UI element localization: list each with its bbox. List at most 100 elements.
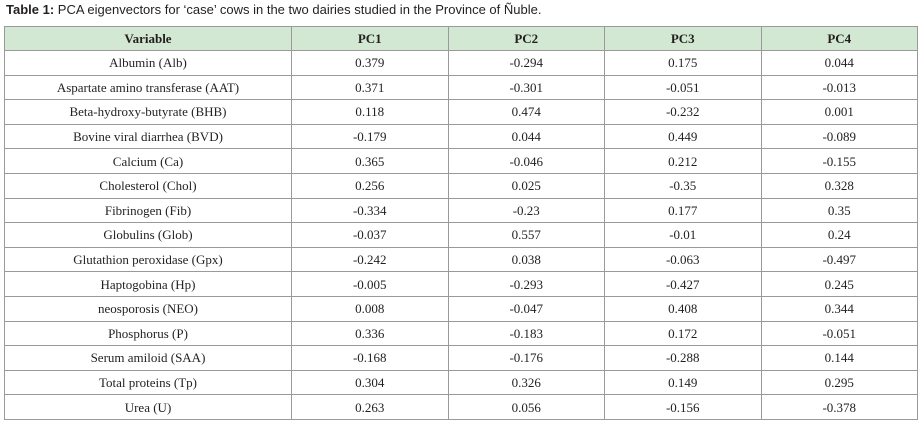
cell-pc2: 0.025 (447, 172, 605, 199)
cell-pc1: -0.037 (291, 222, 449, 248)
cell-pc1: -0.334 (291, 197, 449, 224)
cell-variable: Bovine viral diarrhea (BVD) (4, 123, 292, 150)
cell-pc4: -0.497 (760, 246, 918, 273)
table-row: Phosphorus (P) 0.336 -0.183 0.172 -0.051 (4, 320, 918, 347)
table-row: Calcium (Ca) 0.365 -0.046 0.212 -0.155 (4, 148, 918, 174)
column-header-pc3: PC3 (604, 26, 762, 51)
cell-variable: Total proteins (Tp) (4, 369, 292, 396)
cell-pc1: 0.118 (291, 99, 449, 125)
cell-variable: Phosphorus (P) (4, 320, 292, 347)
header-row: Variable PC1 PC2 PC3 PC4 (4, 26, 918, 51)
table-body: Albumin (Alb) 0.379 -0.294 0.175 0.044 Aspart… (4, 50, 918, 420)
column-header-pc2: PC2 (447, 26, 605, 51)
cell-variable: Urea (U) (4, 394, 292, 420)
cell-pc3: 0.212 (604, 148, 762, 174)
cell-pc1: 0.365 (291, 148, 449, 174)
cell-variable: Calcium (Ca) (4, 148, 292, 174)
table-row: neosporosis (NEO) 0.008 -0.047 0.408 0.344 (4, 295, 918, 322)
cell-pc4: 0.245 (760, 271, 918, 297)
cell-pc4: 0.044 (760, 50, 918, 76)
column-header-variable: Variable (4, 26, 292, 51)
cell-variable: neosporosis (NEO) (4, 295, 292, 322)
cell-pc4: 0.144 (760, 345, 918, 371)
cell-pc3: -0.051 (604, 74, 762, 101)
cell-variable: Fibrinogen (Fib) (4, 197, 292, 224)
cell-pc2: 0.557 (447, 222, 605, 248)
cell-pc4: -0.051 (760, 320, 918, 347)
cell-variable: Globulins (Glob) (4, 222, 292, 248)
table-row: Aspartate amino transferase (AAT) 0.371 -0… (4, 74, 918, 101)
cell-pc3: 0.149 (604, 369, 762, 396)
cell-pc2: 0.326 (447, 369, 605, 396)
cell-pc2: 0.056 (447, 394, 605, 420)
table-row: Total proteins (Tp) 0.304 0.326 0.149 0.295 (4, 369, 918, 396)
cell-pc3: -0.232 (604, 99, 762, 125)
cell-pc2: -0.046 (447, 148, 605, 174)
cell-pc2: 0.038 (447, 246, 605, 273)
cell-variable: Cholesterol (Chol) (4, 172, 292, 199)
cell-pc4: -0.155 (760, 148, 918, 174)
cell-variable: Haptogobina (Hp) (4, 271, 292, 297)
cell-pc3: 0.175 (604, 50, 762, 76)
table-row: Bovine viral diarrhea (BVD) -0.179 0.044 0.… (4, 123, 918, 150)
cell-pc4: -0.378 (760, 394, 918, 420)
pca-eigenvector-table: Variable PC1 PC2 PC3 PC4 Albumin (Alb) 0.… (4, 26, 918, 420)
cell-pc3: -0.01 (604, 222, 762, 248)
cell-pc2: -0.176 (447, 345, 605, 371)
cell-pc4: -0.089 (760, 123, 918, 150)
cell-pc2: -0.301 (447, 74, 605, 101)
cell-pc4: 0.344 (760, 295, 918, 322)
cell-pc1: -0.168 (291, 345, 449, 371)
cell-pc3: -0.35 (604, 172, 762, 199)
cell-pc1: 0.008 (291, 295, 449, 322)
cell-pc4: 0.24 (760, 222, 918, 248)
table-row: Glutathion peroxidase (Gpx) -0.242 0.038 -0… (4, 246, 918, 273)
cell-pc1: 0.304 (291, 369, 449, 396)
cell-pc1: 0.371 (291, 74, 449, 101)
cell-variable: Albumin (Alb) (4, 50, 292, 76)
table-row: Albumin (Alb) 0.379 -0.294 0.175 0.044 (4, 50, 918, 76)
table-row: Fibrinogen (Fib) -0.334 -0.23 0.177 0.35 (4, 197, 918, 224)
cell-pc3: -0.427 (604, 271, 762, 297)
cell-pc4: 0.328 (760, 172, 918, 199)
table-row: Haptogobina (Hp) -0.005 -0.293 -0.427 0.245 (4, 271, 918, 297)
cell-pc4: 0.001 (760, 99, 918, 125)
cell-pc2: -0.23 (447, 197, 605, 224)
cell-pc1: 0.336 (291, 320, 449, 347)
cell-pc2: -0.047 (447, 295, 605, 322)
cell-pc1: -0.242 (291, 246, 449, 273)
cell-pc3: 0.172 (604, 320, 762, 347)
table-row: Beta-hydroxy-butyrate (BHB) 0.118 0.474 -0.… (4, 99, 918, 125)
cell-variable: Glutathion peroxidase (Gpx) (4, 246, 292, 273)
table-row: Cholesterol (Chol) 0.256 0.025 -0.35 0.328 (4, 172, 918, 199)
cell-pc2: 0.044 (447, 123, 605, 150)
caption-label: Table 1: (6, 2, 55, 17)
cell-pc4: 0.295 (760, 369, 918, 396)
cell-pc3: 0.449 (604, 123, 762, 150)
cell-pc2: -0.293 (447, 271, 605, 297)
cell-variable: Serum amiloid (SAA) (4, 345, 292, 371)
cell-pc3: 0.408 (604, 295, 762, 322)
column-header-pc4: PC4 (760, 26, 918, 51)
cell-pc3: -0.063 (604, 246, 762, 273)
cell-pc1: 0.263 (291, 394, 449, 420)
cell-pc4: 0.35 (760, 197, 918, 224)
caption-text: PCA eigenvectors for ‘case’ cows in the … (54, 2, 542, 17)
cell-pc1: -0.005 (291, 271, 449, 297)
cell-pc2: 0.474 (447, 99, 605, 125)
cell-pc1: 0.256 (291, 172, 449, 199)
cell-pc2: -0.183 (447, 320, 605, 347)
table-row: Globulins (Glob) -0.037 0.557 -0.01 0.24 (4, 222, 918, 248)
table-row: Urea (U) 0.263 0.056 -0.156 -0.378 (4, 394, 918, 420)
cell-pc4: -0.013 (760, 74, 918, 101)
cell-variable: Aspartate amino transferase (AAT) (4, 74, 292, 101)
table-caption: Table 1: PCA eigenvectors for ‘case’ cow… (6, 2, 541, 17)
cell-pc2: -0.294 (447, 50, 605, 76)
cell-pc3: -0.288 (604, 345, 762, 371)
cell-variable: Beta-hydroxy-butyrate (BHB) (4, 99, 292, 125)
column-header-pc1: PC1 (291, 26, 449, 51)
cell-pc1: 0.379 (291, 50, 449, 76)
cell-pc3: -0.156 (604, 394, 762, 420)
cell-pc3: 0.177 (604, 197, 762, 224)
cell-pc1: -0.179 (291, 123, 449, 150)
